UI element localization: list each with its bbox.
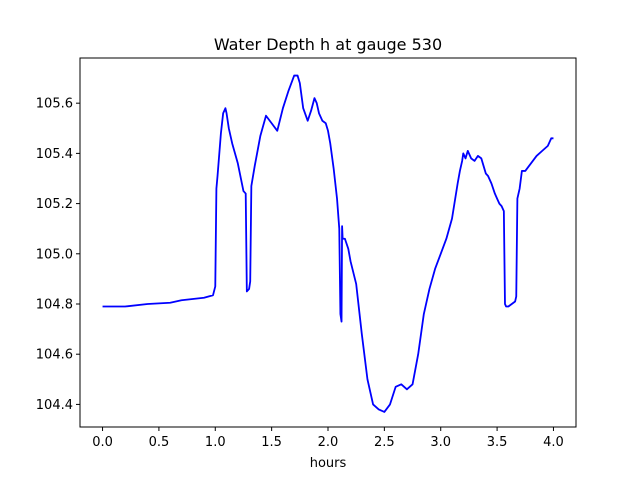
x-tick-label: 4.0 <box>543 435 564 450</box>
y-tick-label: 105.0 <box>36 247 73 262</box>
series-line <box>102 74 554 413</box>
x-tick-label: 0.0 <box>92 435 113 450</box>
x-tick-label: 3.0 <box>430 435 451 450</box>
series-layer <box>102 74 554 413</box>
x-axis: 0.0 0.5 1.0 1.5 2.0 2.5 3.0 3.5 4.0 <box>92 427 564 450</box>
x-tick-label: 0.5 <box>149 435 170 450</box>
y-tick-label: 105.6 <box>36 97 73 112</box>
x-tick-label: 2.5 <box>374 435 395 450</box>
y-axis: 104.4 104.6 104.8 105.0 105.2 105.4 105.6 <box>36 97 80 413</box>
x-tick-label: 1.5 <box>261 435 282 450</box>
y-tick-label: 104.6 <box>36 348 73 363</box>
x-tick-label: 2.0 <box>318 435 339 450</box>
y-tick-label: 105.4 <box>36 147 73 162</box>
x-tick-label: 1.0 <box>205 435 226 450</box>
y-tick-label: 104.4 <box>36 398 73 413</box>
chart-title: Water Depth h at gauge 530 <box>214 35 442 54</box>
plot-frame <box>79 57 577 428</box>
x-tick-label: 3.5 <box>487 435 508 450</box>
y-tick-label: 104.8 <box>36 298 73 313</box>
y-tick-label: 105.2 <box>36 197 73 212</box>
x-axis-label: hours <box>310 456 347 471</box>
